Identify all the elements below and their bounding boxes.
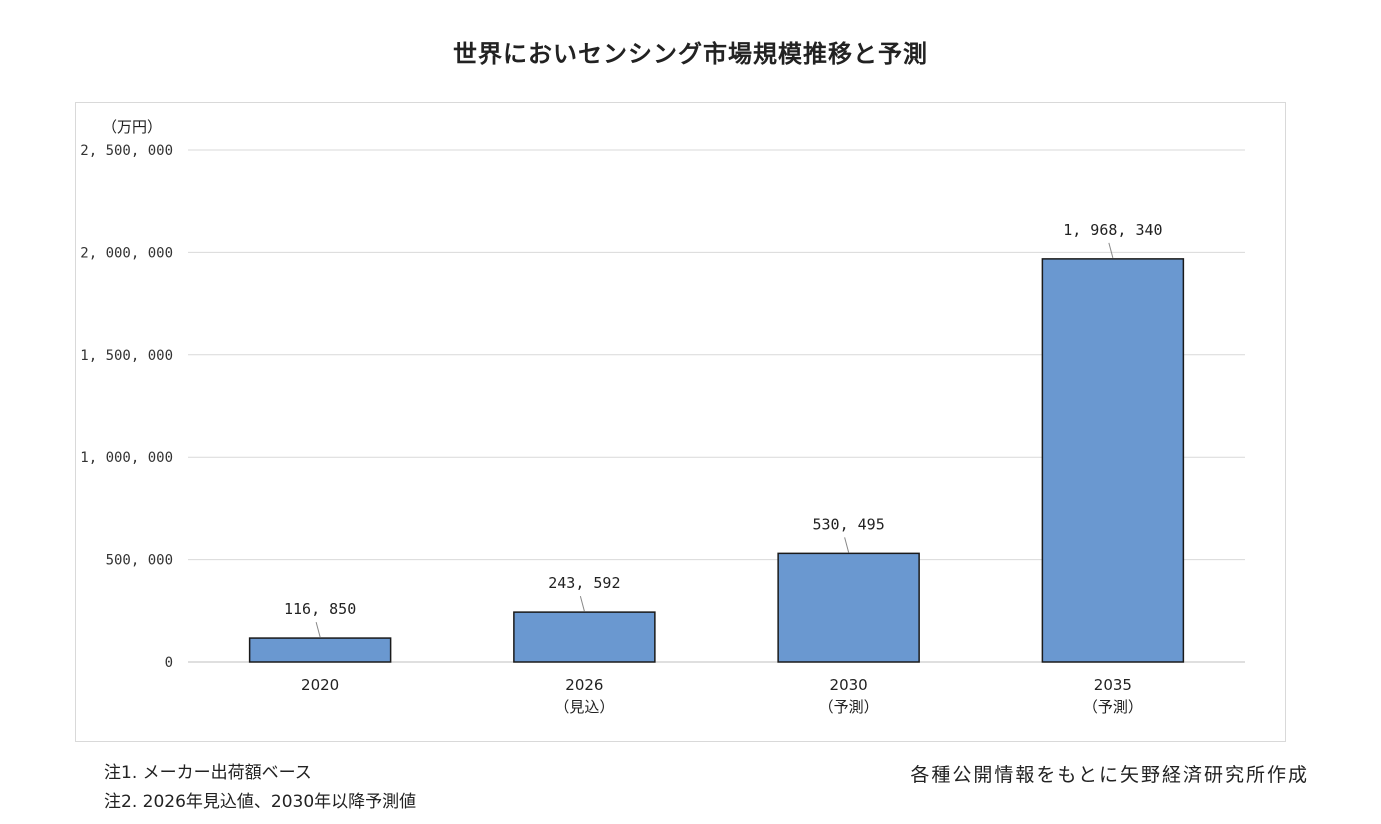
data-label: 530, 495	[813, 515, 885, 533]
chart-frame	[75, 102, 1286, 742]
source-credit: 各種公開情報をもとに矢野経済研究所作成	[910, 764, 1309, 786]
y-tick-label: 2, 000, 000	[80, 245, 173, 261]
y-unit-label: （万円）	[102, 118, 162, 136]
y-tick-label: 2, 500, 000	[80, 143, 173, 159]
x-tick-label: 2030	[830, 676, 868, 694]
x-tick-label: （予測）	[819, 698, 879, 716]
note-2: 注2. 2026年見込値、2030年以降予測値	[104, 792, 417, 812]
x-tick-label: （見込）	[554, 698, 614, 716]
y-tick-label: 1, 000, 000	[80, 450, 173, 466]
bar	[1041, 258, 1185, 663]
chart-title: 世界においセンシング市場規模推移と予測	[453, 40, 928, 68]
data-label-leader	[315, 621, 321, 638]
bars	[248, 258, 1185, 663]
x-tick-label: 2035	[1094, 676, 1132, 694]
data-label: 116, 850	[284, 600, 356, 618]
labels: （万円） 0 500, 000 1, 000, 000 1, 500, 000 2, 00…	[80, 118, 1162, 716]
data-label-leader	[1108, 242, 1114, 259]
data-label-leader	[844, 537, 850, 553]
data-label: 1, 968, 340	[1063, 221, 1162, 239]
x-tick-label: 2020	[301, 676, 339, 694]
note-1: 注1. メーカー出荷額ベース	[104, 763, 312, 783]
bar	[777, 552, 920, 663]
x-tick-label: （予測）	[1083, 698, 1143, 716]
bar	[248, 637, 392, 663]
data-label-leader	[579, 595, 585, 612]
y-tick-label: 0	[165, 655, 173, 671]
x-tick-label: 2026	[565, 676, 603, 694]
bar	[513, 611, 656, 663]
bar-chart: （万円） 0 500, 000 1, 000, 000 1, 500, 000 2, 00…	[80, 118, 1245, 716]
y-tick-label: 500, 000	[106, 553, 173, 569]
y-tick-label: 1, 500, 000	[80, 348, 173, 364]
data-label: 243, 592	[548, 574, 620, 592]
